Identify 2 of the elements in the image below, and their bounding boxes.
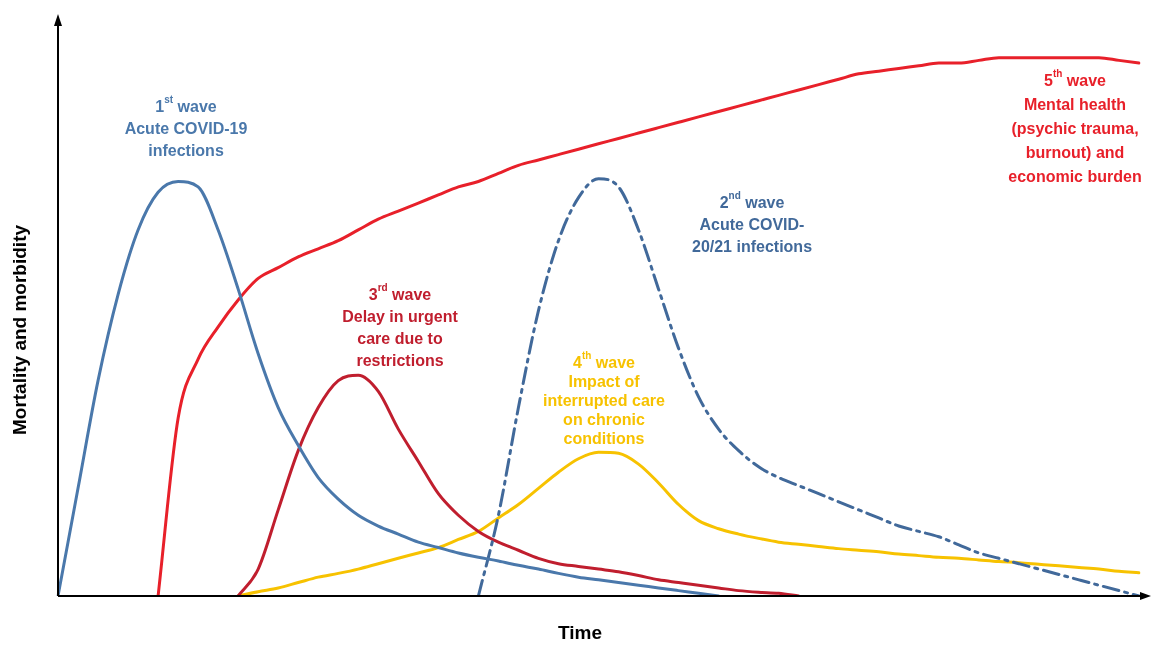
x-axis-title: Time [558,622,603,644]
y-axis-title: Mortality and morbidity [9,224,31,436]
